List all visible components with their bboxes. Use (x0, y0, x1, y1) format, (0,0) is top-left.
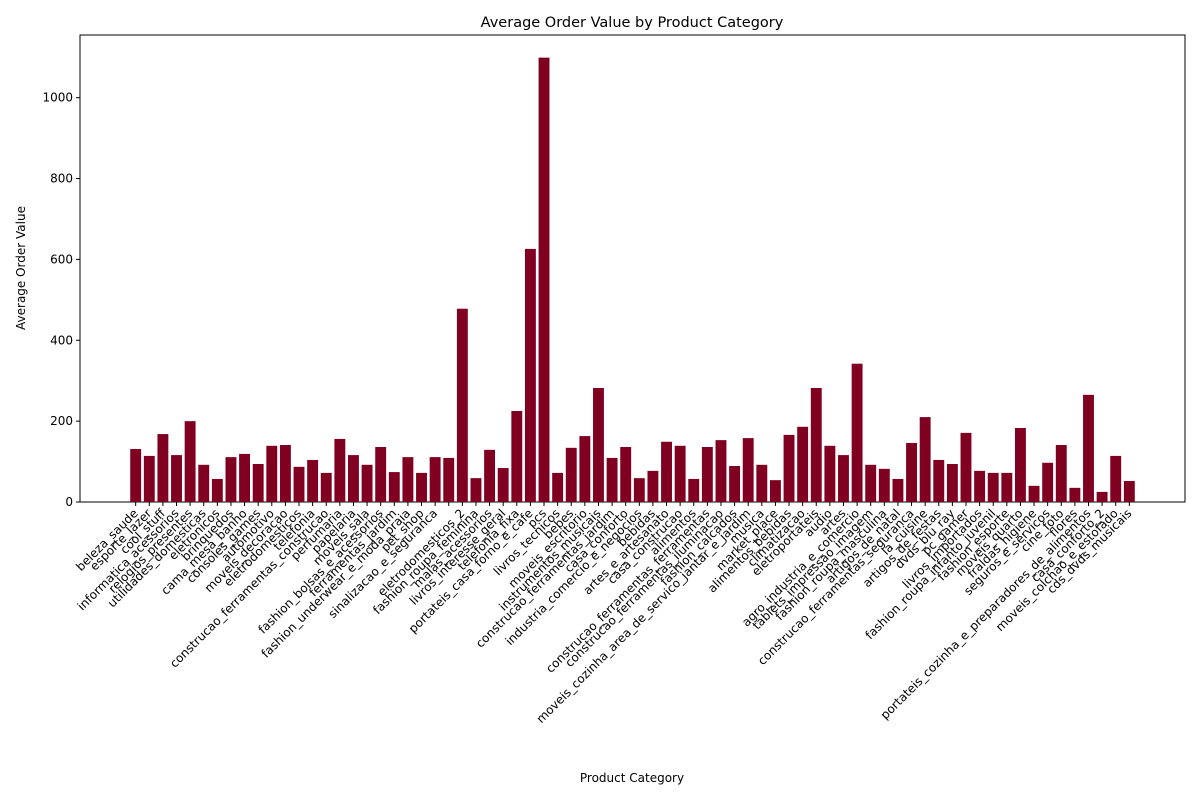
bar (1083, 394, 1094, 502)
bar (334, 438, 346, 502)
bar (647, 470, 659, 502)
bar (865, 464, 877, 502)
bar (443, 457, 455, 502)
bar (606, 457, 618, 502)
bar (851, 363, 863, 502)
bar (198, 464, 210, 502)
bar (661, 441, 672, 502)
y-tick-label: 400 (50, 333, 73, 347)
bar (320, 472, 332, 502)
bar (933, 459, 945, 502)
bar (810, 387, 822, 502)
y-tick-label: 0 (65, 495, 73, 509)
y-tick-label: 800 (50, 172, 73, 186)
bar (552, 472, 564, 502)
bar (892, 478, 904, 502)
bar (974, 470, 986, 502)
bar (1014, 428, 1026, 502)
plot-frame (79, 34, 1186, 503)
chart-title: Average Order Value by Product Category (481, 15, 784, 31)
bar (756, 464, 768, 502)
bar (729, 466, 741, 502)
bar (484, 449, 496, 502)
y-axis-label: Average Order Value (14, 206, 28, 330)
bar (838, 455, 849, 502)
bar (783, 434, 795, 502)
bar (470, 478, 482, 502)
bar (252, 463, 264, 502)
bar (1001, 472, 1013, 502)
bar (239, 453, 251, 502)
bar (769, 480, 781, 502)
bar (225, 457, 237, 502)
bar (946, 463, 958, 502)
bar (402, 457, 414, 502)
bar (565, 447, 577, 502)
bar (987, 472, 999, 502)
bar (1110, 455, 1122, 502)
bar (157, 434, 169, 502)
bar (742, 438, 754, 502)
bar (361, 464, 373, 502)
bar (538, 57, 550, 502)
bar (688, 478, 700, 502)
bar (143, 455, 155, 502)
bar (1096, 491, 1108, 502)
bar (266, 445, 278, 502)
bar (701, 447, 713, 502)
y-tick-label: 200 (50, 414, 73, 428)
bar (797, 426, 809, 502)
bar (171, 455, 182, 502)
bar (1042, 462, 1054, 502)
bar (620, 447, 632, 502)
bar (715, 440, 727, 502)
bar (497, 468, 509, 502)
bar (906, 442, 917, 502)
bar (1069, 487, 1081, 502)
bar (388, 472, 400, 502)
bar (593, 387, 604, 502)
y-tick-label: 1000 (42, 91, 73, 105)
x-axis-label: Product Category (580, 771, 684, 785)
bar (579, 436, 591, 502)
bar (456, 308, 468, 502)
bar (375, 447, 387, 502)
bar (293, 466, 305, 502)
y-tick-label: 600 (50, 252, 73, 266)
bar (511, 411, 523, 502)
bar (878, 468, 890, 502)
bar (960, 432, 972, 502)
bar (1055, 444, 1067, 502)
bar (307, 459, 319, 502)
bar (348, 455, 359, 502)
bar (279, 444, 291, 502)
bar (633, 478, 645, 502)
bar (1123, 480, 1135, 502)
bar (824, 445, 836, 502)
bar (130, 449, 142, 502)
bar (1028, 485, 1040, 502)
bar (416, 472, 427, 502)
bar (524, 248, 536, 502)
bar (184, 421, 196, 502)
bar (919, 417, 931, 502)
bar (429, 457, 441, 502)
bar (211, 478, 223, 502)
bar (674, 445, 686, 502)
